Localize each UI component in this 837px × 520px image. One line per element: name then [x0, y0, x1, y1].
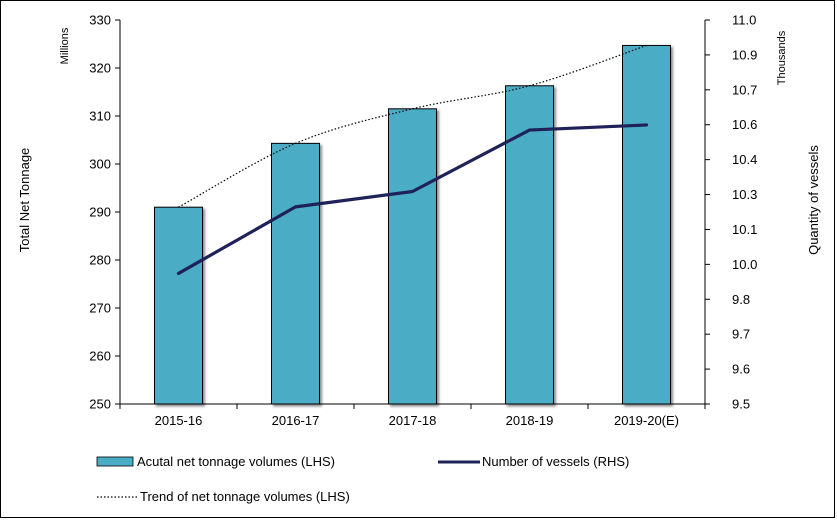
x-tick-label: 2016-17 [272, 413, 320, 428]
right-tick-label: 9.8 [732, 292, 750, 307]
left-tick-label: 290 [89, 205, 111, 220]
bar-2019-20(E) [622, 44, 671, 405]
left-axis-title: Total Net Tonnage [17, 148, 32, 253]
left-axis-unit: Millions [59, 27, 71, 64]
legend-label-line: Number of vessels (RHS) [482, 454, 629, 469]
left-tick-label: 310 [89, 109, 111, 124]
x-tick-label: 2017-18 [389, 413, 437, 428]
right-tick-label: 10.4 [732, 152, 757, 167]
legend-label-bar: Acutal net tonnage volumes (LHS) [137, 454, 335, 469]
right-tick-label: 9.7 [732, 327, 750, 342]
right-tick-label: 9.5 [732, 397, 750, 412]
bar-2017-18 [388, 108, 437, 405]
left-tick-label: 250 [89, 397, 111, 412]
legend-label-trend: Trend of net tonnage volumes (LHS) [140, 489, 350, 504]
right-tick-label: 10.7 [732, 82, 757, 97]
right-tick-label: 10.3 [732, 187, 757, 202]
left-tick-label: 330 [89, 13, 111, 28]
right-axis-title: Quantity of vessels [806, 145, 821, 255]
right-tick-label: 11.0 [732, 13, 756, 28]
left-tick-label: 270 [89, 301, 111, 316]
vessels-line [176, 123, 649, 276]
right-tick-label: 9.6 [732, 362, 750, 377]
right-tick-label: 10.9 [732, 47, 757, 62]
right-tick-label: 10.0 [732, 257, 757, 272]
right-axis-unit: Thousands [776, 30, 788, 85]
legend-swatch-bar [96, 456, 134, 467]
left-tick-label: 300 [89, 157, 111, 172]
left-tick-label: 280 [89, 253, 111, 268]
left-tick-label: 260 [89, 349, 111, 364]
bar-2016-17 [271, 142, 320, 405]
right-tick-label: 10.6 [732, 117, 757, 132]
bar-2018-19 [505, 85, 554, 405]
x-tick-label: 2019-20(E) [614, 413, 679, 428]
left-tick-label: 320 [89, 61, 111, 76]
x-tick-label: 2018-19 [506, 413, 554, 428]
bar-2015-16 [154, 206, 203, 405]
x-tick-label: 2015-16 [155, 413, 203, 428]
right-tick-label: 10.1 [732, 222, 757, 237]
